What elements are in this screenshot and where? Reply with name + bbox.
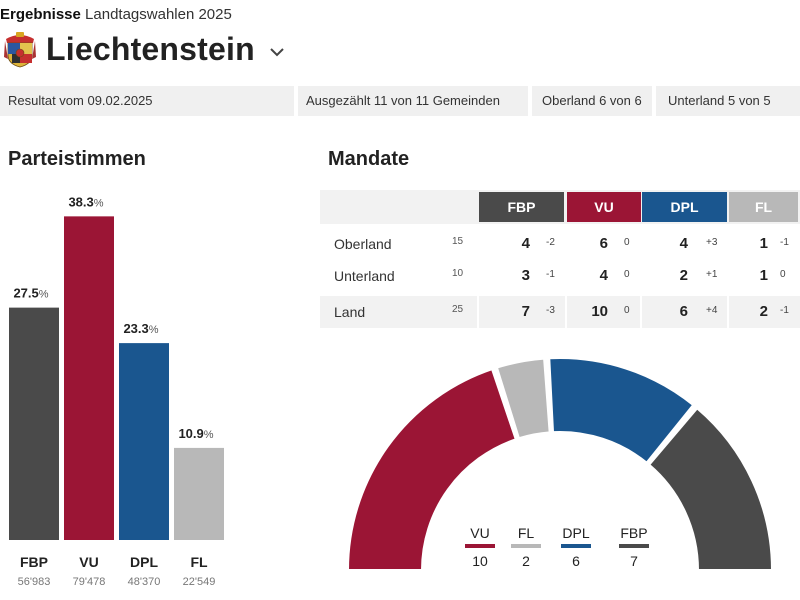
seats-section-title: Mandate — [328, 148, 410, 170]
legend-party-label: VU — [470, 525, 489, 541]
table-row: Unterland 10 3 -1 4 0 2 +1 1 0 — [320, 260, 800, 292]
info-oberland: Oberland 6 von 6 — [532, 86, 652, 116]
diff-fbp: -3 — [546, 305, 555, 316]
col-header-dpl: DPL — [642, 192, 727, 222]
diff-vu: 0 — [624, 269, 630, 280]
seats-fbp: 3 — [521, 267, 530, 284]
col-header-fl: FL — [729, 192, 798, 222]
bar-value-label: 27.5% — [13, 286, 48, 301]
diff-vu: 0 — [624, 237, 630, 248]
mandate-table-header: FBP VU DPL FL — [320, 190, 800, 224]
seat-hemicycle-chart: VU 10 FL 2 DPL 6 FBP 7 — [346, 357, 774, 571]
diff-dpl: +4 — [706, 305, 718, 316]
row-region: Oberland — [334, 236, 392, 252]
seats-vu: 4 — [599, 267, 608, 284]
seat-segment-dpl — [548, 357, 695, 465]
legend-seats-label: 2 — [522, 553, 530, 569]
col-header-vu: VU — [567, 192, 641, 222]
seats-fbp: 7 — [521, 303, 530, 320]
seats-fl: 2 — [759, 303, 768, 320]
chevron-down-icon[interactable] — [269, 46, 285, 58]
seats-fl: 1 — [759, 267, 768, 284]
legend-seats-label: 6 — [572, 553, 580, 569]
legend-seats-label: 7 — [630, 553, 638, 569]
page-title: Liechtenstein — [46, 30, 255, 67]
table-row: Oberland 15 4 -2 6 0 4 +3 1 -1 — [320, 228, 800, 260]
coat-of-arms-icon — [4, 32, 36, 68]
col-header-fbp: FBP — [479, 192, 564, 222]
votes-section-title: Parteistimmen — [8, 148, 146, 170]
bar-unit-label: % — [204, 429, 214, 441]
bar-value-label: 23.3% — [123, 321, 158, 336]
bar-unit-label: % — [149, 324, 159, 336]
table-row-total: Land 25 7 -3 10 0 6 +4 2 -1 — [320, 296, 800, 328]
bar-fbp — [9, 307, 59, 540]
seats-fbp: 4 — [521, 235, 530, 252]
seat-segment-fbp — [647, 406, 774, 571]
diff-fl: 0 — [780, 269, 786, 280]
legend-party-label: DPL — [562, 525, 589, 541]
info-counted: Ausgezählt 11 von 11 Gemeinden — [298, 86, 528, 116]
column-divider — [640, 296, 642, 328]
diff-fl: -1 — [780, 237, 789, 248]
legend-seats-label: 10 — [472, 553, 488, 569]
seats-dpl: 4 — [679, 235, 688, 252]
row-total: 25 — [452, 304, 464, 315]
row-total: 15 — [452, 236, 464, 247]
diff-vu: 0 — [624, 305, 630, 316]
row-region: Unterland — [334, 268, 395, 284]
legend-color-swatch — [619, 544, 649, 548]
bar-value-label: 38.3% — [68, 194, 103, 209]
overline-election: Landtagswahlen 2025 — [85, 6, 232, 23]
row-region: Land — [334, 304, 366, 320]
legend-party-label: FL — [518, 525, 535, 541]
title-row: Liechtenstein — [0, 28, 285, 70]
column-divider — [727, 296, 729, 328]
seats-vu: 6 — [599, 235, 608, 252]
diff-fl: -1 — [780, 305, 789, 316]
row-total: 10 — [452, 268, 464, 279]
info-result-date: Resultat vom 09.02.2025 — [0, 86, 294, 116]
bar-votes-label: 56'983 — [18, 576, 51, 588]
diff-fbp: -1 — [546, 269, 555, 280]
mandate-table: FBP VU DPL FL Oberland 15 4 -2 6 0 4 +3 … — [320, 190, 800, 328]
bar-category-label: DPL — [130, 554, 158, 570]
seat-segment-vu — [346, 367, 518, 571]
bar-vu — [64, 216, 114, 541]
seats-dpl: 6 — [679, 303, 688, 320]
legend-color-swatch — [511, 544, 541, 548]
bar-fl — [174, 447, 224, 540]
bar-unit-label: % — [39, 289, 49, 301]
bar-category-label: VU — [79, 554, 98, 570]
bar-value-label: 10.9% — [178, 426, 213, 441]
bar-votes-label: 22'549 — [183, 576, 216, 588]
diff-dpl: +1 — [706, 269, 718, 280]
diff-fbp: -2 — [546, 237, 555, 248]
info-unterland: Unterland 5 von 5 — [656, 86, 800, 116]
seats-fl: 1 — [759, 235, 768, 252]
page-overline: Ergebnisse Landtagswahlen 2025 — [0, 6, 232, 23]
legend-color-swatch — [561, 544, 591, 548]
bar-unit-label: % — [94, 197, 104, 209]
party-votes-chart: 27.5% FBP 56'983 38.3% VU 79'478 23.3% DPL 48'37… — [9, 194, 224, 588]
bar-category-label: FL — [190, 554, 208, 570]
seat-segment-fl — [495, 357, 551, 440]
bar-dpl — [119, 343, 169, 540]
seats-vu: 10 — [591, 303, 608, 320]
bar-votes-label: 48'370 — [128, 576, 161, 588]
column-divider — [477, 296, 479, 328]
info-bar: Resultat vom 09.02.2025 Ausgezählt 11 vo… — [0, 86, 800, 116]
seats-dpl: 2 — [679, 267, 688, 284]
legend-color-swatch — [465, 544, 495, 548]
overline-label: Ergebnisse — [0, 6, 81, 23]
bar-votes-label: 79'478 — [73, 576, 106, 588]
column-divider — [565, 296, 567, 328]
diff-dpl: +3 — [706, 237, 718, 248]
bar-category-label: FBP — [20, 554, 48, 570]
legend-party-label: FBP — [620, 525, 647, 541]
